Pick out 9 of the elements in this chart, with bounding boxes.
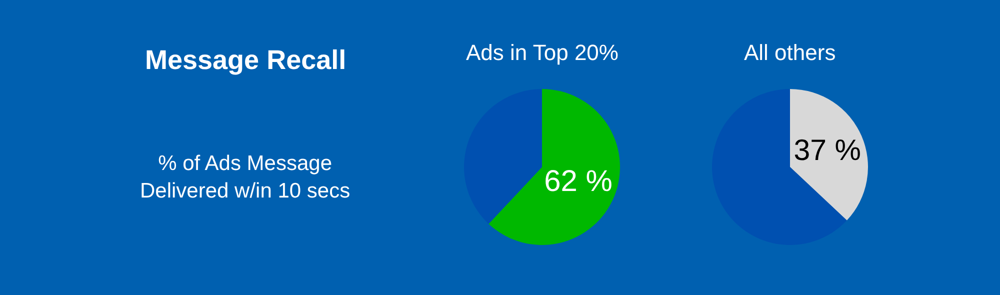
text: Message Recall	[145, 45, 346, 75]
text: % of Ads Message Delivered w/in 10 secs	[140, 152, 350, 202]
data-label: 37 %	[794, 134, 861, 168]
pie-slice	[464, 89, 542, 224]
chart-title: Ads in Top 20%	[466, 40, 618, 65]
chart-title: All others	[744, 40, 836, 65]
data-label: 62 %	[544, 164, 612, 198]
pie-slice	[488, 89, 620, 245]
pie-slice	[790, 89, 868, 220]
